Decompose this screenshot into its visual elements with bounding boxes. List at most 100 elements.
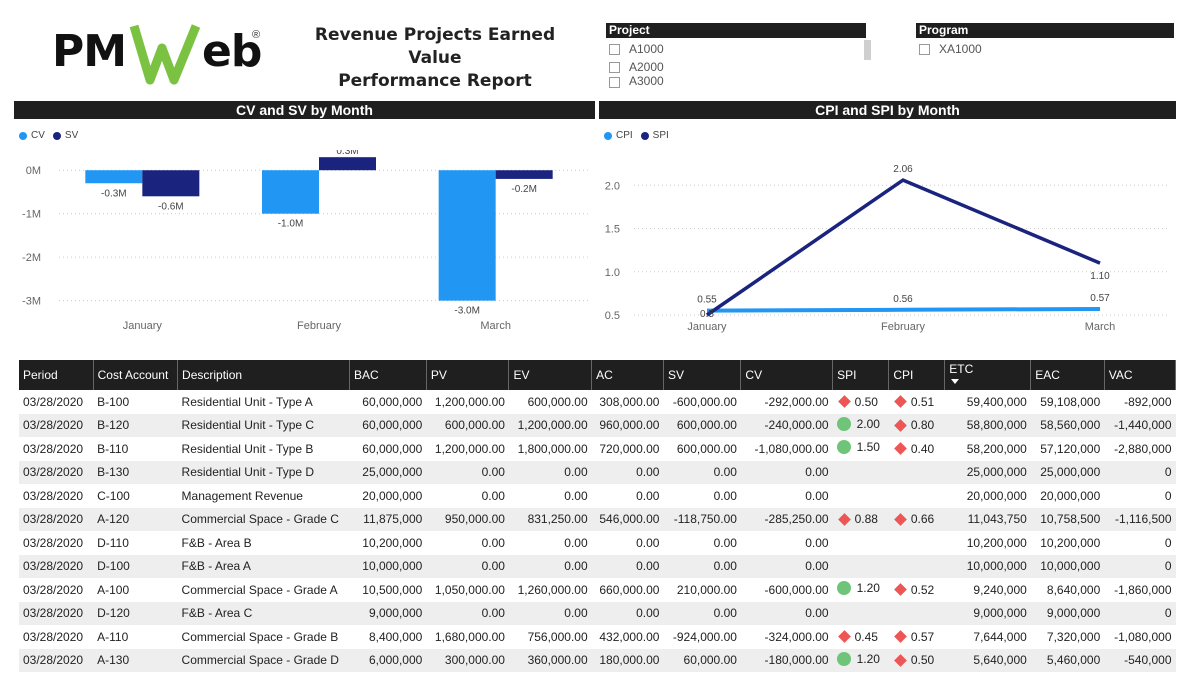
column-header-vac[interactable]: VAC [1104, 360, 1177, 390]
table-row[interactable]: 03/28/2020 B-110 Residential Unit - Type B… [19, 437, 1176, 461]
table-row[interactable]: 03/28/2020 B-130 Residential Unit - Type D… [19, 460, 1176, 484]
table-row[interactable]: 03/28/2020 D-100 F&B - Area A 10,000,000 0.0… [19, 554, 1176, 578]
cell-cpi: 0.80 [888, 413, 945, 437]
cell-cv: 0.00 [740, 460, 833, 484]
legend-cpi-label: CPI [616, 130, 633, 141]
y-tick-label: -3M [22, 296, 41, 308]
bar-cv [262, 170, 319, 214]
data-label: 0.55 [697, 295, 717, 306]
table-row[interactable]: 03/28/2020 B-120 Residential Unit - Type C… [19, 413, 1176, 437]
slicer-option-a1000[interactable]: A1000 [606, 41, 866, 59]
x-tick-label: February [881, 321, 926, 333]
cell-eac: 5,460,000 [1030, 648, 1105, 672]
slicer-option-a3000[interactable]: A3000 [606, 76, 866, 88]
column-header-pv[interactable]: PV [426, 360, 510, 390]
cell-cv: -292,000.00 [740, 390, 833, 414]
bar-sv [495, 170, 553, 179]
legend-cv-marker [19, 131, 27, 140]
cell-etc: 10,200,000 [944, 531, 1031, 555]
table-row[interactable]: 03/28/2020 C-100 Management Revenue 20,000,… [19, 484, 1176, 508]
column-header-eac[interactable]: EAC [1030, 360, 1105, 390]
column-header-ac[interactable]: AC [591, 360, 664, 390]
cv-sv-legend: CV SV [19, 130, 78, 141]
cell-vac: 0 [1104, 554, 1176, 578]
cell-spi: 0.88 [832, 507, 889, 531]
logo-w-mark [129, 24, 201, 85]
kpi-value: 1.20 [856, 581, 880, 596]
cell-ev: 0.00 [508, 554, 592, 578]
cell-ev: 1,800,000.00 [508, 437, 592, 461]
cell-period: 03/28/2020 [19, 554, 94, 578]
cell-ev: 0.00 [508, 460, 592, 484]
cell-period: 03/28/2020 [19, 531, 94, 555]
table-row[interactable]: 03/28/2020 B-100 Residential Unit - Type A… [19, 390, 1176, 414]
cell-cpi: 0.52 [888, 578, 945, 602]
column-header-description[interactable]: Description [177, 360, 350, 390]
table-row[interactable]: 03/28/2020 D-120 F&B - Area C 9,000,000 0.00… [19, 601, 1176, 625]
cell-bac: 20,000,000 [349, 484, 427, 508]
column-header-period[interactable]: Period [19, 360, 94, 390]
slicer-option-label: XA1000 [939, 42, 982, 56]
table-row[interactable]: 03/28/2020 A-110 Commercial Space - Grade … [19, 625, 1176, 649]
cell-ac: 432,000.00 [591, 625, 664, 649]
status-good-circle-icon [836, 651, 851, 666]
table-row[interactable]: 03/28/2020 A-130 Commercial Space - Grade … [19, 648, 1176, 672]
cell-vac: -1,440,000 [1104, 413, 1176, 437]
slicer-scrollbar[interactable] [864, 40, 871, 60]
x-tick-label: February [297, 320, 342, 332]
status-bad-diamond-icon [893, 583, 907, 596]
cell-cv: -1,080,000.00 [740, 437, 833, 461]
checkbox[interactable] [609, 61, 620, 73]
y-tick-label: -1M [22, 209, 41, 221]
cell-description: F&B - Area C [177, 601, 350, 625]
checkbox[interactable] [609, 44, 620, 56]
cell-bac: 60,000,000 [349, 437, 427, 461]
checkbox[interactable] [609, 76, 620, 88]
cell-bac: 25,000,000 [349, 460, 427, 484]
column-header-bac[interactable]: BAC [349, 360, 427, 390]
column-header-cv[interactable]: CV [740, 360, 834, 390]
cell-cost-account: A-110 [93, 625, 178, 649]
column-header-spi[interactable]: SPI [832, 360, 890, 390]
bar-sv [319, 157, 376, 171]
cell-period: 03/28/2020 [19, 390, 94, 414]
column-header-sv[interactable]: SV [663, 360, 742, 390]
bar-cv [438, 170, 496, 301]
cell-sv: 0.00 [663, 531, 741, 555]
cell-spi: 2.00 [832, 413, 889, 437]
cell-ev: 1,200,000.00 [508, 413, 592, 437]
column-header-ev[interactable]: EV [508, 360, 593, 390]
table-row[interactable]: 03/28/2020 A-100 Commercial Space - Grade … [19, 578, 1176, 602]
cell-vac: -1,860,000 [1104, 578, 1176, 602]
cell-description: Commercial Space - Grade B [177, 625, 350, 649]
cell-ev: 1,260,000.00 [508, 578, 592, 602]
y-tick-label: 1.5 [605, 224, 620, 236]
checkbox[interactable] [919, 44, 930, 56]
cell-ac: 0.00 [591, 460, 664, 484]
table-row[interactable]: 03/28/2020 D-110 F&B - Area B 10,200,000 0.0… [19, 531, 1176, 555]
cell-eac: 10,000,000 [1030, 554, 1105, 578]
cell-bac: 8,400,000 [349, 625, 427, 649]
cell-vac: 0 [1104, 484, 1176, 508]
report-title: Revenue Projects Earned Value Performanc… [300, 24, 570, 93]
y-tick-label: 2.0 [605, 180, 620, 192]
kpi-value: 0.80 [910, 418, 935, 432]
cell-etc: 58,800,000 [944, 413, 1031, 437]
bar-cv [85, 170, 143, 184]
column-header-cpi[interactable]: CPI [888, 360, 946, 390]
cell-cv: -180,000.00 [740, 648, 833, 672]
kpi-value: 0.45 [854, 629, 878, 644]
cell-sv: 0.00 [663, 484, 741, 508]
slicer-option-a2000[interactable]: A2000 [606, 59, 866, 77]
report-title-line2: Performance Report [338, 71, 532, 91]
slicer-option-xa1000[interactable]: XA1000 [916, 41, 1174, 59]
slicer-option-label: A1000 [629, 42, 664, 56]
cell-sv: 0.00 [663, 554, 741, 578]
status-bad-diamond-icon [893, 395, 907, 408]
cell-eac: 25,000,000 [1030, 460, 1105, 484]
cell-cv: 0.00 [740, 484, 833, 508]
sort-desc-icon[interactable] [951, 379, 960, 384]
table-row[interactable]: 03/28/2020 A-120 Commercial Space - Grade … [19, 507, 1176, 531]
column-header-etc[interactable]: ETC [944, 360, 1032, 390]
column-header-cost-account[interactable]: Cost Account [93, 360, 179, 390]
